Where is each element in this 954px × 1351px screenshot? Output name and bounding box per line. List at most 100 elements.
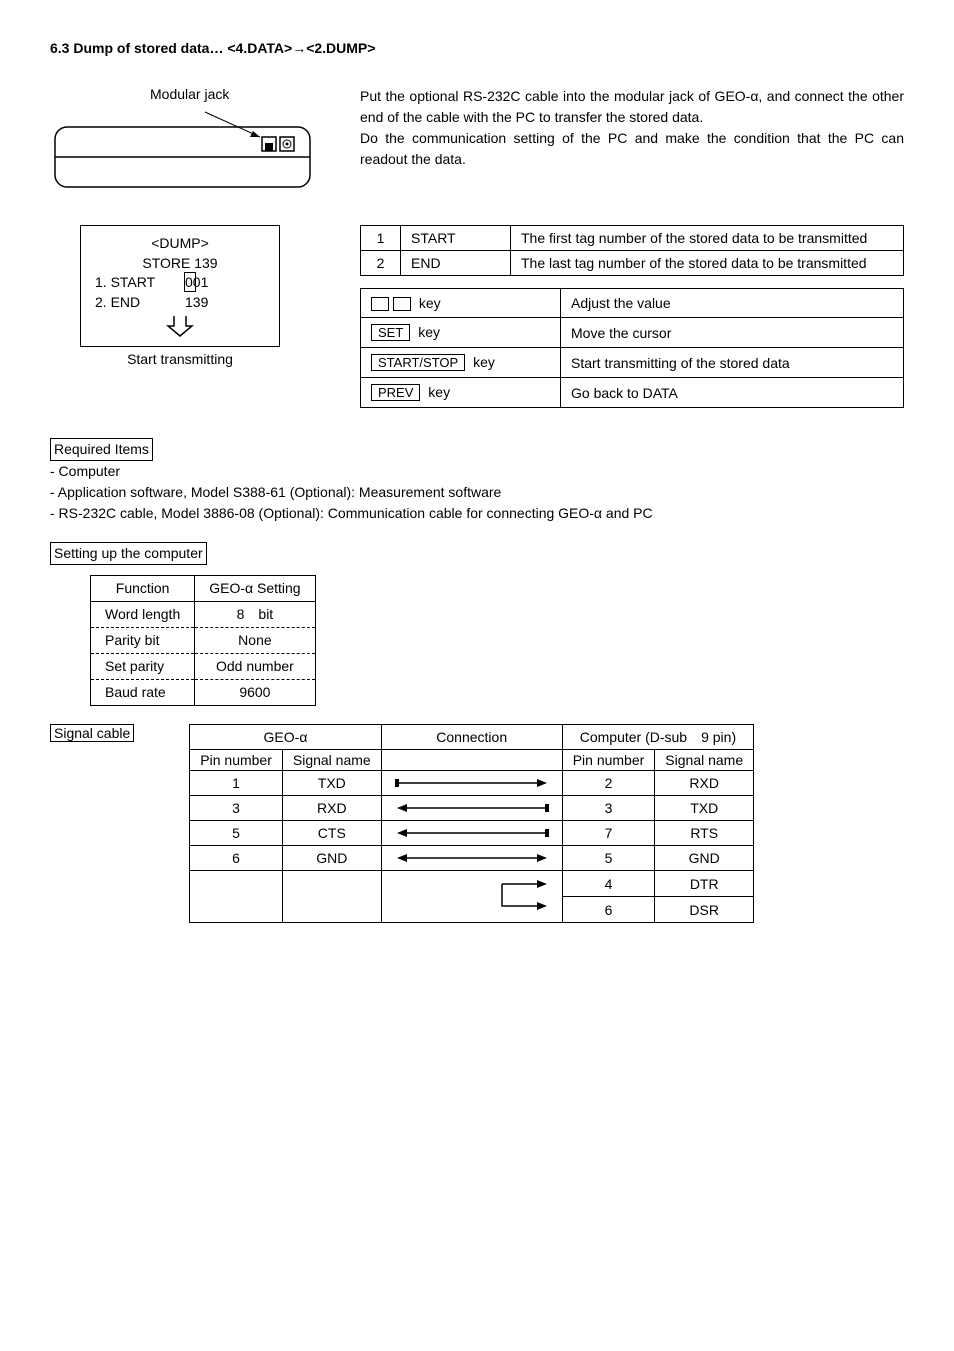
conn-empty	[381, 750, 562, 771]
blank-key-icon	[393, 297, 411, 311]
key-word: key	[419, 295, 441, 311]
dump-row-1: 1. START 001	[95, 273, 265, 293]
setting-cell: None	[195, 628, 315, 654]
setting-h2: GEO-α Setting	[195, 576, 315, 602]
key-cell: SET key	[361, 318, 561, 348]
signal-cell: 3	[190, 796, 283, 821]
key-cell: PREV key	[361, 378, 561, 408]
param-desc: The first tag number of the stored data …	[511, 226, 904, 251]
signal-cable-block: Signal cable GEO-α Connection Computer (…	[50, 724, 904, 923]
table-row: Pin number Signal name Pin number Signal…	[190, 750, 754, 771]
modular-jack-label: Modular jack	[150, 86, 330, 102]
signal-cell: 7	[562, 821, 655, 846]
conn-cell	[381, 871, 562, 923]
setting-cell: Parity bit	[91, 628, 195, 654]
dump-row2-value: 139	[185, 293, 208, 313]
dump-box-block: <DUMP> STORE 139 1. START 001 2. END 139…	[50, 225, 330, 408]
prev-key-icon: PREV	[371, 384, 420, 401]
down-arrow-icon	[166, 314, 194, 338]
signal-table: GEO-α Connection Computer (D-sub 9 pin) …	[189, 724, 754, 923]
signal-cell: TXD	[655, 796, 754, 821]
key-desc: Go back to DATA	[561, 378, 904, 408]
pin-num-header: Pin number	[190, 750, 283, 771]
req-b1: - Computer	[50, 463, 120, 479]
key-desc: Adjust the value	[561, 289, 904, 318]
table-row: Parity bit None	[91, 628, 316, 654]
set-key-icon: SET	[371, 324, 410, 341]
instruction-p2: Do the communication setting of the PC a…	[360, 128, 904, 170]
param-name: START	[401, 226, 511, 251]
signal-cell: 6	[190, 846, 283, 871]
req-b3: - RS-232C cable, Model 3886-08 (Optional…	[50, 505, 653, 521]
setting-cell: 9600	[195, 680, 315, 706]
setting-cell: 8 bit	[195, 602, 315, 628]
signal-cable-heading: Signal cable	[50, 724, 134, 742]
conn-cell	[381, 821, 562, 846]
dump-box: <DUMP> STORE 139 1. START 001 2. END 139	[80, 225, 280, 347]
key-cell: key	[361, 289, 561, 318]
setting-h1: Function	[91, 576, 195, 602]
table-row: 1 START The first tag number of the stor…	[361, 226, 904, 251]
setting-cell: Baud rate	[91, 680, 195, 706]
modular-diagram-block: Modular jack	[50, 86, 330, 200]
signal-cell: GND	[655, 846, 754, 871]
start-transmitting-label: Start transmitting	[80, 351, 280, 367]
signal-cell: 1	[190, 771, 283, 796]
key-word: key	[428, 384, 450, 400]
conn-cell	[381, 771, 562, 796]
loopback-icon	[392, 873, 552, 917]
key-desc: Move the cursor	[561, 318, 904, 348]
table-row: Baud rate 9600	[91, 680, 316, 706]
required-items-block: Required Items - Computer - Application …	[50, 438, 904, 524]
arrow-both-icon	[392, 848, 552, 868]
sig-name-header: Signal name	[282, 750, 381, 771]
key-cell: START/STOP key	[361, 348, 561, 378]
table-row: Set parity Odd number	[91, 654, 316, 680]
instruction-p1: Put the optional RS-232C cable into the …	[360, 86, 904, 128]
table-row: 5 CTS 7 RTS	[190, 821, 754, 846]
table-row: key Adjust the value	[361, 289, 904, 318]
table-row: 6 GND 5 GND	[190, 846, 754, 871]
table-row: 1 TXD 2 RXD	[190, 771, 754, 796]
dump-row2-label: 2. END	[95, 293, 185, 313]
key-table: key Adjust the value SET key Move the cu…	[360, 288, 904, 408]
signal-cell: 6	[562, 897, 655, 923]
table-row: Word length 8 bit	[91, 602, 316, 628]
table-row: GEO-α Connection Computer (D-sub 9 pin)	[190, 725, 754, 750]
device-icon	[50, 107, 320, 197]
conn-cell	[381, 796, 562, 821]
signal-cell: 2	[562, 771, 655, 796]
table-row: PREV key Go back to DATA	[361, 378, 904, 408]
signal-cell: GND	[282, 846, 381, 871]
comp-header: Computer (D-sub 9 pin)	[562, 725, 753, 750]
dump-store-line: STORE 139	[95, 254, 265, 274]
required-items-heading: Required Items	[50, 438, 153, 461]
table-row: 2 END The last tag number of the stored …	[361, 251, 904, 276]
right-tables: 1 START The first tag number of the stor…	[360, 225, 904, 408]
table-row: 4 DTR	[190, 871, 754, 897]
dump-row1-value: 001	[185, 273, 208, 293]
signal-cell: DTR	[655, 871, 754, 897]
setting-table: Function GEO-α Setting Word length 8 bit…	[90, 575, 316, 706]
arrow-right-icon	[392, 773, 552, 793]
signal-cell: CTS	[282, 821, 381, 846]
param-name: END	[401, 251, 511, 276]
section-title: 6.3 Dump of stored data… <4.DATA>→<2.DUM…	[50, 40, 904, 56]
signal-cell: TXD	[282, 771, 381, 796]
signal-cell: 5	[190, 821, 283, 846]
key-word: key	[473, 354, 495, 370]
signal-cell: 4	[562, 871, 655, 897]
table-row: START/STOP key Start transmitting of the…	[361, 348, 904, 378]
signal-cell: 3	[562, 796, 655, 821]
setting-computer-block: Setting up the computer Function GEO-α S…	[50, 542, 904, 706]
setting-cell: Set parity	[91, 654, 195, 680]
sig-name-header: Signal name	[655, 750, 754, 771]
setting-computer-heading: Setting up the computer	[50, 542, 207, 565]
param-table: 1 START The first tag number of the stor…	[360, 225, 904, 276]
signal-cell: RXD	[282, 796, 381, 821]
dump-row-2: 2. END 139	[95, 293, 265, 313]
signal-cell: DSR	[655, 897, 754, 923]
param-num: 1	[361, 226, 401, 251]
dump-title: <DUMP>	[95, 234, 265, 254]
mid-section: <DUMP> STORE 139 1. START 001 2. END 139…	[50, 225, 904, 408]
